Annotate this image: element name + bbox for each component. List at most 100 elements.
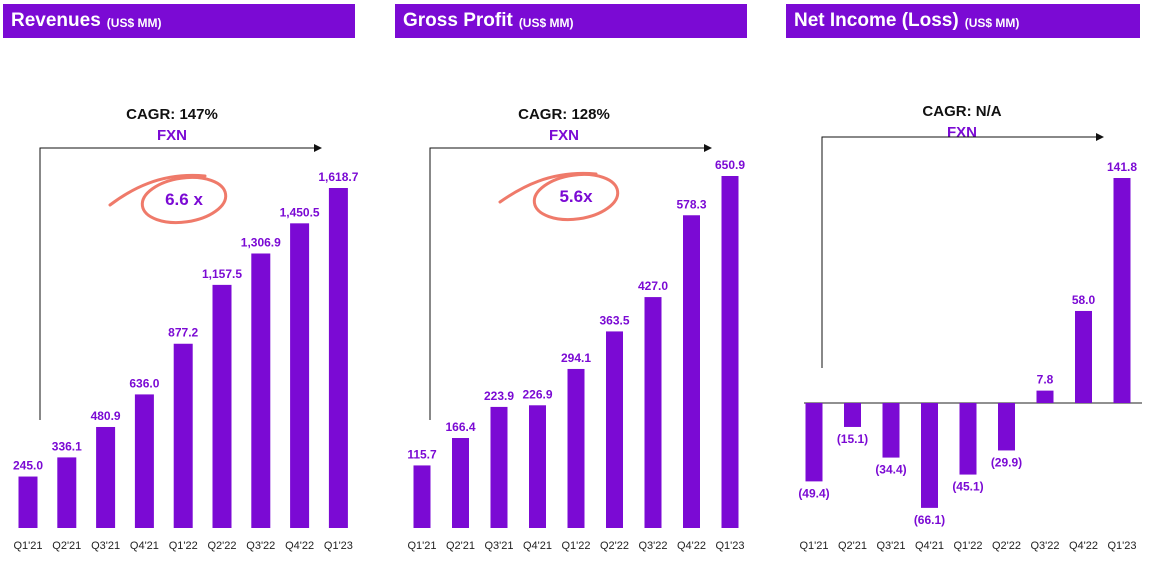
gross-profit-panel: Gross Profit (US$ MM) CAGR: 128% FXN 115… — [392, 0, 782, 571]
bar — [844, 403, 861, 427]
multiplier-swoosh — [498, 171, 598, 204]
x-tick-label: Q3'21 — [484, 540, 513, 552]
bar — [921, 403, 938, 508]
x-tick-label: Q3'21 — [91, 540, 120, 552]
x-tick-label: Q1'22 — [561, 540, 590, 552]
x-tick-label: Q2'22 — [207, 540, 236, 552]
cagr-label: CAGR: 147% FXN — [92, 104, 252, 146]
panel-title: Gross Profit — [403, 10, 513, 31]
bar — [57, 457, 77, 528]
bar — [683, 215, 700, 528]
x-tick-label: Q1'22 — [169, 540, 198, 552]
data-label: 58.0 — [1072, 293, 1096, 307]
data-label: 141.8 — [1107, 160, 1137, 174]
cagr-value: CAGR: 147% — [126, 106, 218, 123]
x-tick-label: Q1'21 — [13, 540, 42, 552]
data-label: 1,450.5 — [280, 205, 320, 219]
bar — [290, 223, 310, 528]
data-label: (34.4) — [875, 463, 906, 477]
x-tick-label: Q4'21 — [915, 540, 944, 552]
bar — [567, 368, 585, 528]
cagr-value: CAGR: 128% — [518, 106, 610, 123]
net-income-chart: (49.4) Q1'21 (15.1) Q2'21 (34.4) Q3'21 (66.1) Q… — [798, 133, 1142, 552]
cagr-arrow-head — [1096, 133, 1104, 141]
data-label: (45.1) — [952, 480, 983, 494]
gross-profit-chart: 115.7 Q1'21 166.4 Q2'21 223.9 Q3'21 226.9 Q4'21… — [407, 144, 745, 552]
bar — [606, 331, 623, 528]
data-label: 1,157.5 — [202, 267, 242, 281]
bar — [882, 403, 900, 458]
data-label: 336.1 — [52, 439, 82, 453]
x-tick-label: Q2'22 — [992, 540, 1021, 552]
revenues-chart: 245.0 Q1'21 336.1 Q2'21 480.9 Q3'21 636.0 Q4'21… — [13, 144, 359, 552]
x-tick-label: Q4'21 — [523, 540, 552, 552]
bar — [134, 394, 154, 528]
x-tick-label: Q1'23 — [324, 540, 353, 552]
x-tick-label: Q4'21 — [130, 540, 159, 552]
x-tick-label: Q3'22 — [638, 540, 667, 552]
bar — [328, 188, 348, 528]
cagr-arrow — [429, 147, 706, 420]
bar — [644, 297, 662, 528]
data-label: (66.1) — [914, 513, 945, 527]
bar — [721, 176, 739, 528]
bar — [251, 253, 271, 528]
panel-header: Net Income (Loss) (US$ MM) — [786, 4, 1140, 38]
x-tick-label: Q2'22 — [600, 540, 629, 552]
bar — [18, 476, 38, 528]
bar — [413, 465, 431, 528]
x-tick-label: Q4'22 — [1069, 540, 1098, 552]
data-label: 226.9 — [522, 387, 552, 401]
data-label: (29.9) — [991, 455, 1022, 469]
x-tick-label: Q1'23 — [715, 540, 744, 552]
x-tick-label: Q2'21 — [52, 540, 81, 552]
cagr-arrow — [821, 136, 1098, 368]
panel-unit: (US$ MM) — [518, 16, 574, 30]
data-label: 166.4 — [445, 420, 475, 434]
bar — [1113, 178, 1131, 403]
data-label: 115.7 — [407, 447, 437, 461]
panel-title: Revenues — [11, 10, 101, 31]
x-tick-label: Q2'21 — [446, 540, 475, 552]
data-label: 7.8 — [1037, 373, 1054, 387]
bar — [212, 284, 232, 528]
x-tick-label: Q1'21 — [407, 540, 436, 552]
panel-title: Net Income (Loss) — [794, 10, 959, 31]
cagr-value: CAGR: N/A — [922, 103, 1002, 120]
x-tick-label: Q3'22 — [246, 540, 275, 552]
data-label: (49.4) — [798, 486, 829, 500]
multiplier-label: 6.6 x — [165, 190, 203, 209]
x-tick-label: Q3'21 — [876, 540, 905, 552]
cagr-arrow-head — [314, 144, 322, 152]
data-label: 877.2 — [168, 326, 198, 340]
bar — [998, 403, 1015, 451]
bar — [173, 343, 193, 528]
x-tick-label: Q1'22 — [953, 540, 982, 552]
x-tick-label: Q4'22 — [677, 540, 706, 552]
bar — [1036, 390, 1054, 403]
data-label: 636.0 — [129, 376, 159, 390]
data-label: (15.1) — [837, 432, 868, 446]
bar — [959, 403, 977, 475]
bar — [1075, 310, 1092, 403]
x-tick-label: Q4'22 — [285, 540, 314, 552]
revenues-panel: Revenues (US$ MM) CAGR: 147% FXN 245.0 Q1… — [0, 0, 390, 571]
data-label: 1,618.7 — [318, 170, 358, 184]
multiplier-label: 5.6x — [559, 187, 593, 206]
panel-unit: (US$ MM) — [964, 16, 1020, 30]
bar — [805, 403, 823, 482]
panel-header: Revenues (US$ MM) — [3, 4, 355, 38]
bar — [529, 405, 546, 528]
data-label: 650.9 — [715, 158, 745, 172]
x-tick-label: Q2'21 — [838, 540, 867, 552]
bar — [452, 438, 469, 528]
data-label: 480.9 — [91, 409, 121, 423]
cagr-sub: FXN — [157, 127, 187, 144]
x-tick-label: Q1'23 — [1107, 540, 1136, 552]
multiplier-swoosh — [108, 173, 207, 207]
x-tick-label: Q3'22 — [1030, 540, 1059, 552]
data-label: 245.0 — [13, 459, 43, 473]
panel-unit: (US$ MM) — [106, 16, 162, 30]
net-income-panel: Net Income (Loss) (US$ MM) CAGR: N/A FXN… — [784, 0, 1162, 571]
bar — [96, 426, 116, 528]
